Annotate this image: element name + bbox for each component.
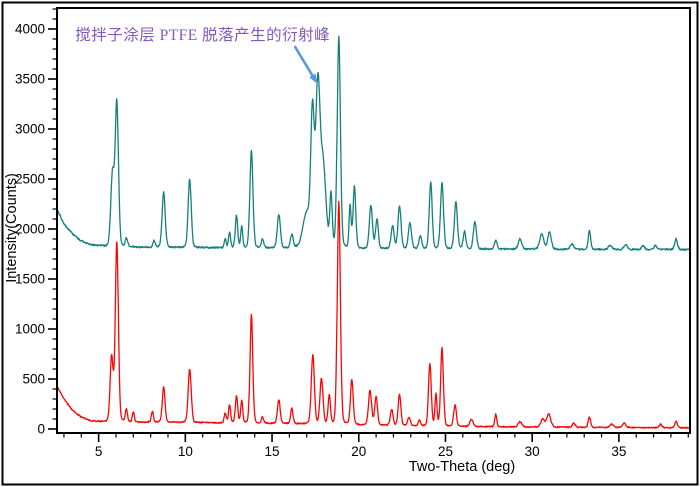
y-tick-label: 4000 [15,22,45,37]
x-tick-label: 25 [438,444,453,459]
x-tick-label: 15 [265,444,280,459]
x-tick-label: 10 [178,444,193,459]
y-tick-label: 2000 [15,222,45,237]
y-tick-label: 1000 [15,322,45,337]
y-tick-label: 3000 [15,122,45,137]
xrd-pattern-lower-red [56,200,691,429]
diffraction-peak-annotation: 搅拌子涂层 PTFE 脱落产生的衍射峰 [75,26,330,44]
x-tick-label: 20 [351,444,366,459]
xrd-pattern-upper-teal [56,35,691,251]
annotation-arrow-icon [293,45,318,84]
x-tick-label: 5 [95,444,103,459]
x-tick-label: 30 [525,444,540,459]
x-tick-label: 35 [611,444,626,459]
y-tick-label: 1500 [15,272,45,287]
y-tick-label: 3500 [15,72,45,87]
y-tick-label: 500 [22,372,45,387]
axis-ticks [48,8,689,442]
y-axis-title: Intensity(Counts) [4,173,20,283]
y-tick-label: 2500 [15,172,45,187]
axis-tick-labels: 5 10 15 20 25 30 35 0 500 1000 1500 2000 2500 3000 350… [15,22,626,460]
y-tick-label: 0 [37,422,45,437]
plot-frame [56,7,691,434]
pattern-curves [56,35,691,429]
x-axis-title: Two-Theta (deg) [409,459,515,475]
